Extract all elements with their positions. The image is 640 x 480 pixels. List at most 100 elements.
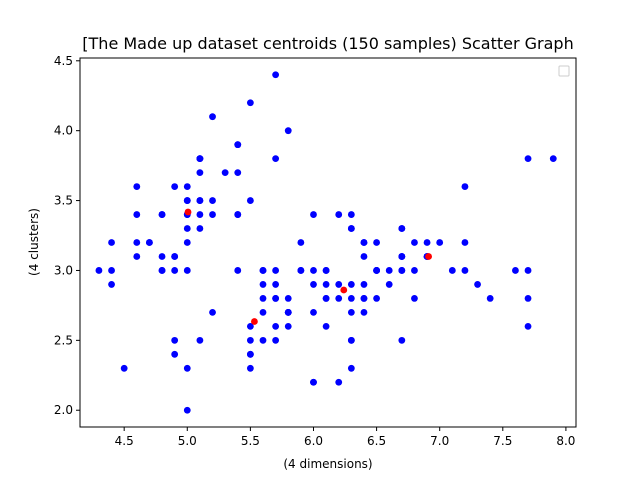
data-point [234, 211, 242, 218]
data-point [259, 308, 267, 316]
data-point [108, 267, 115, 274]
data-point [246, 350, 254, 358]
data-point [209, 197, 216, 204]
data-point [524, 267, 532, 274]
data-point [196, 336, 204, 344]
data-point [284, 127, 292, 135]
data-point [234, 141, 242, 149]
data-point [512, 267, 519, 274]
data-point [272, 155, 280, 163]
data-point [335, 211, 343, 218]
data-point [196, 155, 204, 163]
data-point [209, 308, 216, 316]
data-point [461, 183, 469, 190]
data-point [335, 295, 343, 302]
data-point [183, 239, 191, 246]
data-point [385, 281, 393, 288]
centroid-point [251, 318, 258, 325]
data-point [411, 267, 418, 274]
data-point [133, 183, 141, 190]
data-point [272, 281, 280, 288]
x-tick-label: 5.0 [178, 434, 197, 448]
data-point [310, 378, 317, 386]
data-point [385, 267, 393, 274]
data-point [120, 364, 128, 372]
data-point [335, 281, 343, 288]
y-tick-label: 2.0 [54, 403, 73, 417]
data-point [196, 225, 204, 232]
data-point [158, 253, 166, 260]
data-point [310, 267, 317, 274]
x-tick-label: 7.5 [493, 434, 512, 448]
axis-ticks: 4.5 5.0 5.5 6.0 6.5 7.0 7.5 8.0 2.0 2.5 3.0 3.5 4.0 4… [54, 54, 576, 448]
data-point [171, 350, 179, 358]
data-point [398, 225, 406, 232]
data-point [158, 267, 166, 274]
data-point [322, 267, 330, 274]
data-point [234, 267, 242, 274]
y-axis-label: (4 clusters) [27, 208, 41, 276]
data-point [486, 295, 494, 302]
y-tick-label: 4.0 [54, 124, 73, 138]
x-tick-label: 4.5 [115, 434, 134, 448]
data-point [284, 295, 292, 302]
centroid-point [184, 208, 192, 216]
data-point [108, 239, 115, 246]
axes-frame [79, 57, 577, 428]
data-point [322, 295, 330, 302]
data-point [171, 267, 179, 274]
data-point [133, 239, 141, 246]
data-point [221, 169, 229, 177]
data-point [196, 169, 204, 177]
data-point [310, 308, 317, 316]
data-point [297, 239, 305, 246]
data-point [284, 322, 292, 330]
data-point [246, 197, 254, 204]
data-point [373, 239, 380, 246]
data-point [259, 281, 267, 288]
data-point [183, 406, 191, 414]
data-point [360, 253, 368, 260]
data-point [474, 281, 481, 288]
data-point [146, 239, 153, 246]
data-point [246, 322, 254, 330]
data-point [183, 225, 191, 232]
data-point [398, 253, 406, 260]
data-point [171, 336, 179, 344]
data-points [95, 71, 557, 414]
data-point [360, 281, 368, 288]
data-point [461, 239, 469, 246]
data-point [347, 308, 355, 316]
data-point [335, 378, 343, 386]
data-point [209, 211, 216, 218]
data-point [183, 364, 191, 372]
data-point [347, 281, 355, 288]
data-point [246, 99, 254, 107]
data-point [549, 155, 557, 163]
centroid-point [340, 286, 348, 294]
data-point [322, 322, 330, 330]
x-tick-label: 5.5 [241, 434, 260, 448]
data-point [360, 239, 368, 246]
x-axis-label: (4 dimensions) [283, 457, 372, 471]
data-point [423, 239, 431, 246]
data-point [398, 267, 406, 274]
data-point [347, 364, 355, 372]
data-point [461, 267, 469, 274]
centroid-point [425, 253, 432, 260]
data-point [133, 211, 141, 218]
data-point [373, 267, 380, 274]
data-point [524, 155, 532, 163]
data-point [347, 225, 355, 232]
data-point [272, 336, 280, 344]
data-point [158, 211, 166, 218]
data-point [133, 253, 141, 260]
data-point [272, 267, 280, 274]
data-point [436, 239, 444, 246]
x-tick-label: 8.0 [556, 434, 575, 448]
data-point [398, 336, 406, 344]
data-point [347, 336, 355, 344]
data-point [347, 295, 355, 302]
